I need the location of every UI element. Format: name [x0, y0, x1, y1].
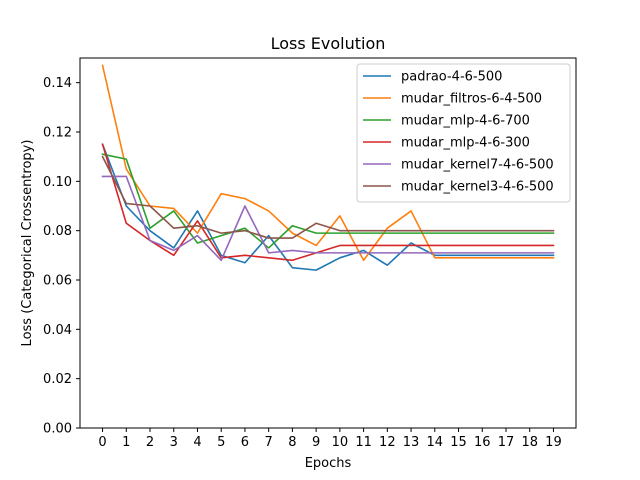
legend-label: mudar_filtros-6-4-500 — [401, 92, 542, 107]
series-line — [101, 155, 555, 239]
y-tick-label: 0.14 — [43, 76, 72, 91]
x-tick-label: 11 — [355, 435, 372, 450]
x-tick-label: 10 — [332, 435, 349, 450]
x-tick-label: 19 — [545, 435, 562, 450]
legend-label: padrao-4-6-500 — [401, 70, 502, 85]
x-tick-label: 12 — [379, 435, 396, 450]
legend-label: mudar_mlp-4-6-300 — [401, 136, 530, 151]
plot-area — [101, 64, 555, 271]
y-tick-label: 0.12 — [43, 126, 72, 141]
y-axis-label: Loss (Categorical Crossentropy) — [20, 140, 35, 347]
x-tick-label: 6 — [241, 435, 249, 450]
y-axis: 0.00 0.02 0.04 0.06 0.08 0.10 0.12 0.14 — [43, 76, 80, 437]
x-tick-label: 0 — [98, 435, 106, 450]
x-tick-label: 17 — [498, 435, 515, 450]
legend-label: mudar_kernel7-4-6-500 — [401, 158, 554, 173]
y-tick-label: 0.02 — [43, 372, 72, 387]
y-tick-label: 0.00 — [43, 422, 72, 437]
series-line — [101, 64, 555, 262]
y-tick-label: 0.06 — [43, 274, 72, 289]
x-axis-label: Epochs — [305, 456, 352, 471]
y-tick-label: 0.04 — [43, 323, 72, 338]
legend: padrao-4-6-500 mudar_filtros-6-4-500mudar… — [356, 63, 571, 203]
x-tick-label: 4 — [193, 435, 201, 450]
series-line — [101, 175, 555, 262]
x-tick-label: 18 — [521, 435, 538, 450]
chart-title: Loss Evolution — [271, 34, 386, 53]
legend-label: mudar_kernel3-4-6-500 — [401, 180, 554, 195]
legend-label: mudar_mlp-4-6-700 — [401, 114, 530, 129]
x-tick-label: 16 — [474, 435, 491, 450]
x-tick-label: 3 — [170, 435, 178, 450]
x-tick-label: 14 — [427, 435, 444, 450]
x-tick-label: 2 — [146, 435, 154, 450]
x-tick-label: 8 — [288, 435, 296, 450]
series-line — [101, 143, 555, 262]
x-tick-label: 1 — [122, 435, 130, 450]
y-tick-label: 0.08 — [43, 224, 72, 239]
x-tick-label: 9 — [312, 435, 320, 450]
x-tick-label: 13 — [403, 435, 420, 450]
legend-box — [356, 63, 571, 203]
series-line — [101, 153, 555, 249]
x-axis: 0 1 2 3 4 5 6 7 8 9 10 11 12 13 14 15 16 17 18 19 — [98, 428, 562, 450]
plot-frame — [79, 57, 577, 429]
x-tick-label: 5 — [217, 435, 225, 450]
series-line — [101, 143, 555, 271]
x-tick-label: 15 — [450, 435, 467, 450]
x-tick-label: 7 — [265, 435, 273, 450]
y-tick-label: 0.10 — [43, 175, 72, 190]
